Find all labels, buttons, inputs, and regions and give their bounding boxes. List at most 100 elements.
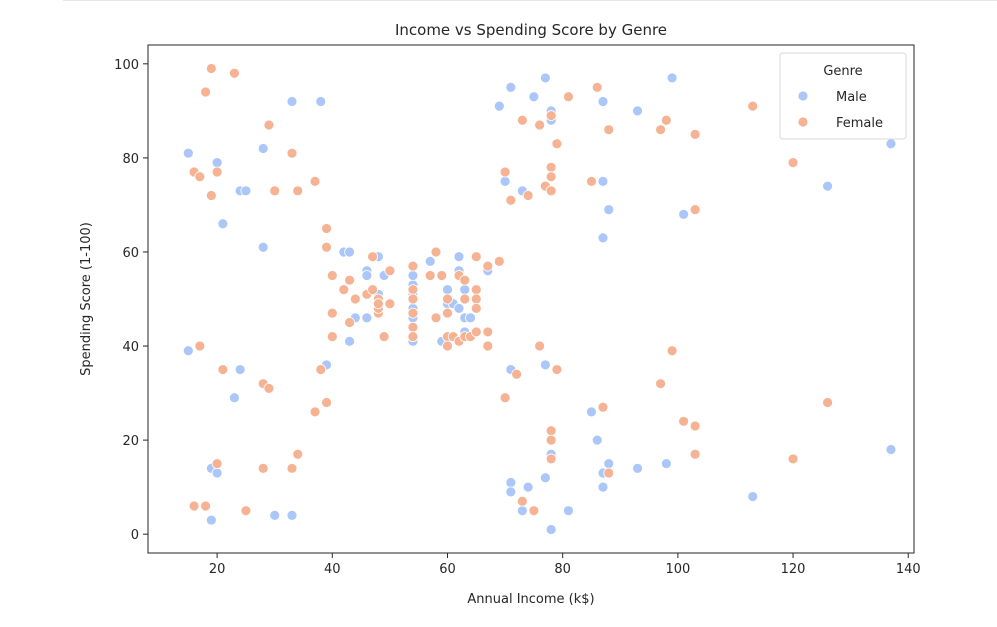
- point-male-1: [182, 147, 194, 159]
- point-female-93: [551, 364, 563, 375]
- point-female-19: [286, 147, 298, 159]
- point-female-28: [326, 270, 338, 281]
- point-male-50: [499, 176, 511, 187]
- point-female-31: [338, 284, 350, 295]
- point-male-66: [563, 505, 574, 517]
- x-tick-label-40: 40: [324, 562, 341, 577]
- point-male-69: [597, 232, 609, 244]
- point-female-17: [269, 185, 281, 197]
- point-male-77: [632, 462, 643, 474]
- point-female-37: [367, 284, 379, 295]
- point-male-7: [228, 392, 240, 404]
- point-male-82: [822, 180, 834, 192]
- point-female-11: [228, 67, 240, 79]
- point-female-105: [678, 415, 690, 427]
- point-female-92: [545, 171, 557, 183]
- point-female-21: [292, 185, 304, 197]
- point-female-87: [545, 425, 557, 437]
- point-female-112: [787, 157, 799, 168]
- point-female-106: [689, 448, 701, 460]
- point-female-75: [499, 392, 511, 404]
- point-male-59: [539, 472, 551, 484]
- x-axis: 20 40 60 80 100 120 140: [209, 553, 921, 577]
- point-female-42: [378, 331, 390, 343]
- point-female-56: [442, 307, 453, 319]
- point-male-13: [269, 509, 281, 521]
- point-male-67: [586, 406, 597, 418]
- point-female-41: [372, 298, 384, 310]
- point-female-36: [367, 251, 379, 263]
- point-female-82: [528, 505, 540, 517]
- point-female-30: [326, 331, 338, 343]
- point-male-16: [315, 96, 327, 107]
- point-male-4: [211, 467, 223, 479]
- point-female-103: [660, 114, 672, 126]
- point-female-54: [436, 270, 448, 281]
- legend: Genre Male Female: [779, 52, 907, 140]
- point-female-99: [603, 467, 615, 479]
- x-tick-label-100: 100: [665, 562, 690, 577]
- point-male-8: [234, 364, 246, 375]
- point-female-95: [563, 91, 574, 103]
- point-male-54: [505, 81, 517, 93]
- point-female-69: [470, 326, 482, 338]
- point-female-18: [286, 462, 298, 474]
- legend-label-male: Male: [836, 90, 867, 105]
- point-female-53: [430, 246, 442, 258]
- point-female-97: [591, 81, 603, 93]
- point-female-48: [407, 293, 419, 305]
- point-male-11: [257, 143, 269, 154]
- notebook-cell-border: [63, 0, 997, 1]
- point-male-5: [211, 157, 223, 168]
- point-female-110: [747, 100, 759, 112]
- point-female-58: [442, 340, 453, 352]
- point-female-104: [666, 345, 678, 357]
- point-female-44: [384, 298, 396, 310]
- point-male-57: [522, 481, 534, 493]
- point-female-113: [822, 397, 834, 408]
- point-female-34: [349, 293, 361, 305]
- point-female-9: [211, 166, 223, 178]
- point-male-56: [516, 505, 528, 517]
- point-male-37: [442, 284, 453, 295]
- point-female-63: [459, 274, 471, 286]
- legend-frame: [779, 52, 907, 140]
- point-female-83: [534, 340, 546, 352]
- points-layer: [182, 63, 897, 535]
- point-male-74: [603, 204, 615, 216]
- legend-title: Genre: [823, 64, 862, 79]
- point-male-6: [217, 218, 229, 230]
- x-tick-label-20: 20: [209, 562, 226, 577]
- y-tick-label-60: 60: [122, 246, 139, 261]
- point-female-46: [407, 307, 419, 319]
- point-female-15: [263, 382, 275, 394]
- point-female-80: [516, 114, 528, 126]
- point-male-52: [505, 477, 517, 488]
- point-female-108: [689, 420, 701, 432]
- point-female-47: [407, 284, 419, 295]
- point-female-51: [424, 270, 436, 281]
- point-female-26: [321, 223, 332, 234]
- point-male-47: [465, 312, 476, 324]
- point-female-57: [442, 293, 453, 305]
- point-female-25: [321, 397, 332, 408]
- point-female-10: [217, 364, 229, 375]
- point-male-49: [493, 100, 505, 112]
- point-male-79: [666, 72, 678, 84]
- x-tick-label-80: 80: [554, 562, 571, 577]
- point-male-61: [539, 72, 551, 84]
- y-tick-label-100: 100: [114, 58, 139, 73]
- point-female-102: [655, 124, 666, 136]
- point-female-72: [482, 326, 494, 338]
- point-male-71: [597, 481, 609, 493]
- point-male-0: [182, 345, 194, 357]
- point-female-81: [522, 190, 534, 201]
- point-female-4: [200, 500, 211, 512]
- legend-marker-female: [797, 116, 809, 128]
- point-male-44: [459, 284, 471, 295]
- point-female-98: [597, 401, 609, 413]
- point-male-84: [885, 138, 897, 150]
- y-axis-label: Spending Score (1-100): [79, 222, 94, 376]
- point-female-6: [205, 190, 217, 201]
- point-female-13: [257, 462, 269, 474]
